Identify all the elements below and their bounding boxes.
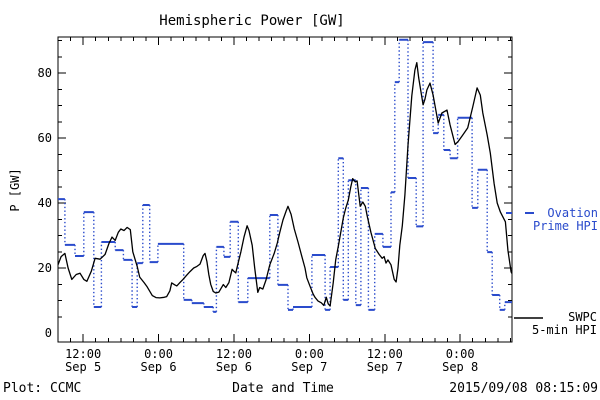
swpc-series xyxy=(57,61,513,307)
x-tick-label: 12:00 Sep 5 xyxy=(65,347,102,374)
x-tick-label: 0:00 Sep 7 xyxy=(291,347,328,374)
y-tick-label: 20 xyxy=(37,261,52,275)
legend-swpc-line2: 5-min HPI xyxy=(531,323,597,337)
legend-ovation-line1: Ovation xyxy=(547,206,598,220)
x-tick-label: 0:00 Sep 6 xyxy=(140,347,177,374)
axis-ticks xyxy=(58,37,512,342)
x-axis-title: Date and Time xyxy=(232,381,334,396)
legend-ovation-label: Ovation Prime HPI xyxy=(533,207,598,233)
y-tick-label: 60 xyxy=(37,131,52,145)
y-tick-label: 0 xyxy=(44,326,52,340)
plot-title: Hemispheric Power [GW] xyxy=(159,13,345,29)
x-tick-label: 0:00 Sep 8 xyxy=(442,347,479,374)
ovation-series xyxy=(58,38,512,313)
x-tick-label: 12:00 Sep 7 xyxy=(366,347,403,374)
legend-swpc-line1: SWPC xyxy=(568,310,597,324)
y-tick-label: 40 xyxy=(37,196,52,210)
x-tick-label: 12:00 Sep 6 xyxy=(215,347,252,374)
ovation-series-connectors xyxy=(64,39,506,312)
legend-swpc-label: SWPC 5-min HPI xyxy=(532,311,597,337)
y-tick-label: 80 xyxy=(37,66,52,80)
plot-timestamp: 2015/09/08 08:15:09 xyxy=(449,381,598,396)
plot-border xyxy=(57,36,513,343)
plot-credit: Plot: CCMC xyxy=(3,381,82,396)
legend-ovation-line2: Prime HPI xyxy=(532,219,598,233)
